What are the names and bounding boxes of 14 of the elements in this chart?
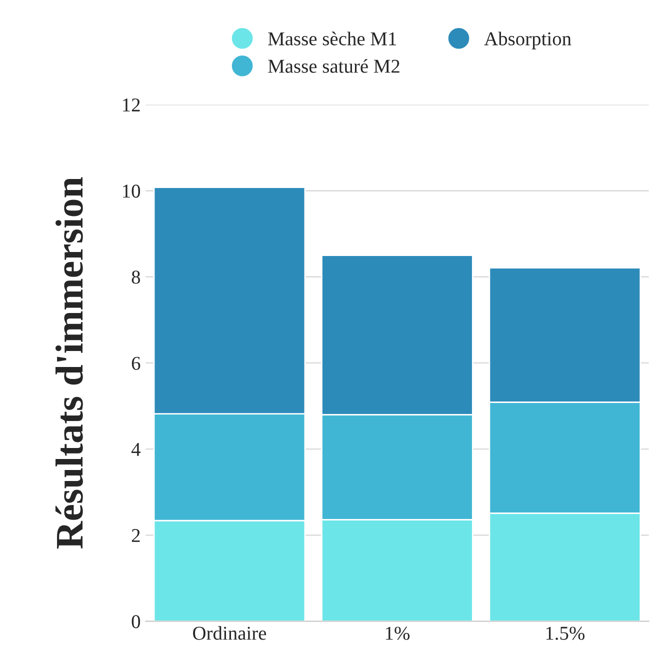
legend-label: Absorption xyxy=(484,32,572,50)
x-tick-label: 1.5% xyxy=(546,626,584,640)
y-tick-label: 12 xyxy=(123,98,140,112)
y-tick-label: 4 xyxy=(131,443,140,456)
x-tick-label: Ordinaire xyxy=(193,626,266,640)
legend-label: Masse saturé M2 xyxy=(268,59,400,73)
y-tick-label: 10 xyxy=(123,184,140,198)
y-tick-label: 8 xyxy=(132,270,140,284)
y-tick-label: 0 xyxy=(132,615,140,628)
legend-label: Masse sèche M1 xyxy=(268,32,396,46)
x-tick-label: 1% xyxy=(386,626,410,640)
y-axis-title: Résultats d'immersion xyxy=(55,177,83,549)
y-tick-label: 6 xyxy=(132,356,140,370)
y-tick-label: 2 xyxy=(132,529,140,542)
